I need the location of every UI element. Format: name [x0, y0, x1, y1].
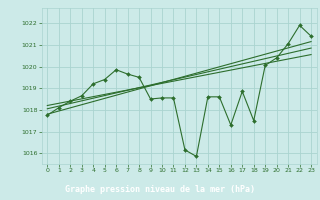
Text: Graphe pression niveau de la mer (hPa): Graphe pression niveau de la mer (hPa) [65, 185, 255, 194]
